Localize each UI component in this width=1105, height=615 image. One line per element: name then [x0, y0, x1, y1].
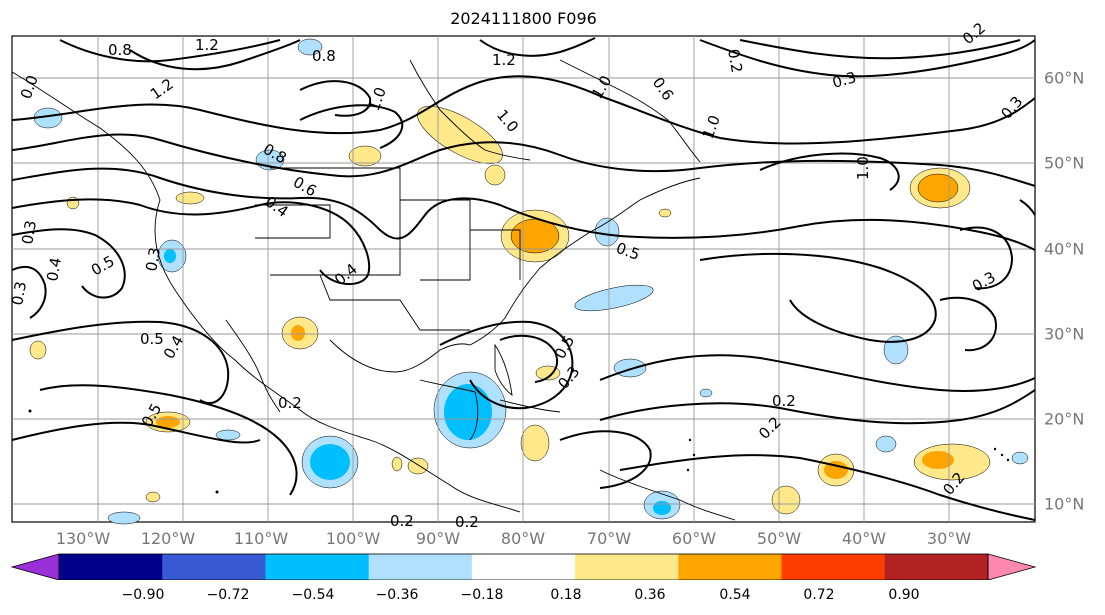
contour-label: 0.3: [142, 246, 164, 273]
latitude-label: 20°N: [1044, 409, 1085, 429]
colorbar: [10, 553, 1037, 580]
latitude-label: 60°N: [1044, 68, 1085, 88]
colorbar-segment: [884, 554, 989, 580]
longitude-label: 130°W: [55, 529, 111, 548]
colorbar-tick-label: −0.18: [460, 587, 504, 603]
colorbar-segment: [265, 554, 370, 580]
colorbar-tick-label: 0.36: [634, 587, 666, 603]
latitude-label: 30°N: [1044, 324, 1085, 344]
colorbar-tick-label: 0.18: [550, 587, 582, 603]
colorbar-tick-label: −0.36: [375, 587, 419, 603]
contour-label: 0.2: [278, 394, 302, 412]
contour-lines: [11, 37, 1036, 521]
colorbar-tick-label: 0.54: [719, 587, 751, 603]
colorbar-tick-label: −0.90: [121, 587, 165, 603]
contour-label: 0.8: [108, 41, 132, 59]
longitude-label: 80°W: [500, 529, 546, 548]
contour-label: 0.2: [390, 512, 414, 530]
negative-anomaly-shading: [33, 38, 1029, 525]
colorbar-segment: [368, 554, 473, 580]
map-panel: 1.2 0.8 1.2 0.8 1.0 1.2 0.0 1.0 1.0 0.6 …: [8, 19, 1036, 531]
colorbar-outline: [58, 553, 989, 580]
colorbar-segment: [162, 554, 266, 580]
colorbar-tick-label: 0.90: [888, 587, 920, 603]
contour-label: 0.2: [724, 48, 746, 75]
contour-label: 1.2: [195, 36, 219, 54]
contour-label: 0.3: [18, 219, 40, 246]
island-markers: [28, 409, 1010, 494]
colorbar-segment: [59, 554, 163, 580]
colorbar-extend-max: [987, 553, 1037, 580]
longitude-label: 100°W: [325, 529, 381, 548]
contour-label: 0.5: [140, 330, 164, 348]
contour-label: 0.3: [830, 68, 858, 92]
colorbar-segment: [678, 554, 783, 580]
longitude-label: 60°W: [671, 529, 717, 548]
contour-label: 0.8: [312, 47, 336, 65]
longitude-label: 70°W: [586, 529, 632, 548]
colorbar-segment: [471, 554, 576, 580]
contour-label: 0.2: [455, 513, 479, 531]
longitude-label: 120°W: [140, 529, 196, 548]
coastlines: [11, 59, 736, 521]
colorbar-segments: [10, 553, 1037, 580]
latitude-label: 50°N: [1044, 153, 1085, 173]
contour-label: 1.2: [492, 51, 516, 69]
longitude-label: 40°W: [841, 529, 887, 548]
contour-label: 0.2: [772, 392, 796, 410]
graticule: [12, 36, 1035, 522]
contour-label: 0.3: [8, 280, 30, 307]
colorbar-segment: [781, 554, 886, 580]
longitude-label: 50°W: [756, 529, 802, 548]
contour-label: 0.4: [43, 256, 65, 283]
colorbar-extend-min: [10, 553, 60, 580]
colorbar-tick-label: −0.72: [206, 587, 250, 603]
contour-label: 1.0: [854, 156, 872, 180]
longitude-label: 30°W: [926, 529, 972, 548]
longitude-label: 90°W: [415, 529, 461, 548]
chart-title: 2024111800 F096: [450, 9, 597, 28]
latitude-label: 40°N: [1044, 239, 1085, 259]
colorbar-tick-label: −0.54: [291, 587, 335, 603]
colorbar-tick-label: 0.72: [803, 587, 835, 603]
latitude-label: 10°N: [1044, 494, 1085, 514]
longitude-label: 110°W: [233, 529, 289, 548]
colorbar-segment: [575, 554, 679, 580]
